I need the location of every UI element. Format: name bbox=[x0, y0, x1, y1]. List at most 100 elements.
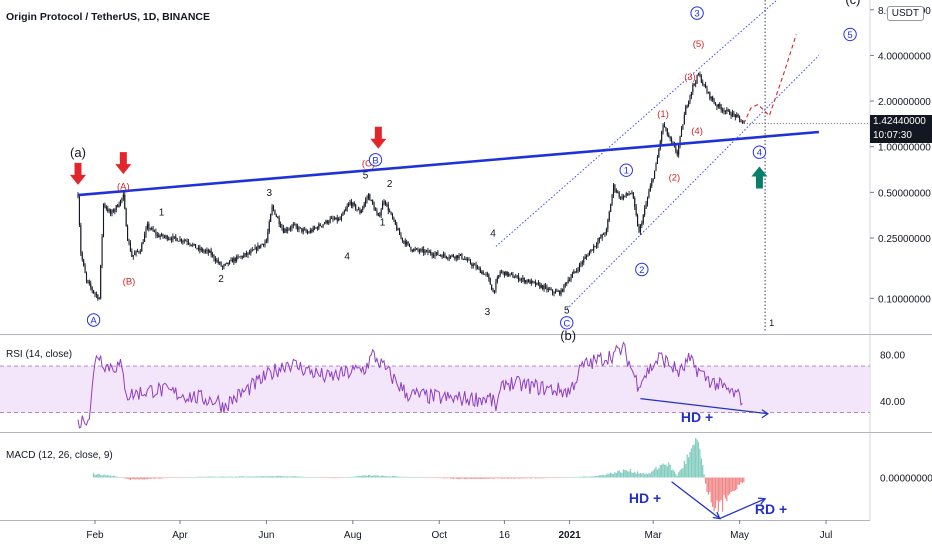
candle-body bbox=[611, 195, 613, 205]
candle-body bbox=[101, 236, 103, 265]
price-axis-tick-label: 1.00000000 bbox=[878, 143, 931, 154]
candle-body bbox=[166, 235, 168, 240]
candle-body bbox=[355, 204, 357, 210]
channel-upper-line[interactable] bbox=[495, 0, 796, 247]
candle-body bbox=[213, 254, 215, 259]
macd-histogram-bar bbox=[525, 477, 527, 479]
candle-body bbox=[593, 246, 595, 251]
macd-histogram-bar bbox=[389, 476, 391, 478]
macd-histogram-bar bbox=[135, 477, 137, 480]
candle-body bbox=[702, 82, 704, 85]
wave-label: 4 bbox=[757, 148, 762, 159]
rsi-divergence-line[interactable] bbox=[640, 398, 768, 415]
macd-divergence-line[interactable] bbox=[719, 498, 766, 520]
macd-histogram-bar bbox=[254, 476, 256, 478]
macd-histogram-bar bbox=[175, 477, 177, 478]
macd-histogram-bar bbox=[298, 476, 300, 478]
macd-histogram-bar bbox=[444, 477, 446, 479]
macd-histogram-bar bbox=[228, 476, 231, 478]
candle-body bbox=[423, 249, 425, 253]
macd-histogram-bar bbox=[533, 477, 535, 479]
macd-histogram-bar bbox=[250, 476, 252, 478]
candle-body bbox=[131, 251, 133, 257]
time-axis-tick-label: Mar bbox=[645, 530, 663, 541]
macd-histogram-bar bbox=[166, 477, 168, 479]
macd-histogram-bar bbox=[687, 457, 690, 478]
macd-histogram-bar bbox=[190, 477, 192, 478]
macd-histogram-bar bbox=[417, 477, 419, 478]
macd-histogram-bar bbox=[726, 477, 728, 502]
candle-body bbox=[603, 234, 605, 236]
macd-histogram-bar bbox=[362, 475, 364, 478]
macd-histogram-bar bbox=[710, 477, 712, 503]
macd-histogram-bar bbox=[323, 477, 326, 478]
candle-body bbox=[649, 185, 651, 192]
rsi-line bbox=[77, 341, 743, 429]
macd-histogram-bar bbox=[659, 465, 661, 478]
macd-histogram-bar bbox=[155, 477, 157, 479]
candle-body bbox=[238, 256, 241, 258]
macd-histogram-bar bbox=[277, 475, 279, 478]
macd-histogram-bar bbox=[442, 477, 445, 479]
macd-histogram-bar bbox=[662, 463, 664, 478]
macd-histogram-bar bbox=[305, 476, 307, 478]
candle-body bbox=[280, 224, 282, 227]
macd-histogram-bar bbox=[401, 476, 404, 478]
macd-histogram-bar bbox=[391, 476, 394, 478]
macd-histogram-bar bbox=[689, 451, 691, 478]
macd-histogram-bar bbox=[583, 476, 585, 478]
macd-histogram-bar bbox=[162, 477, 164, 479]
macd-histogram-bar bbox=[119, 477, 122, 478]
macd-histogram-bar bbox=[210, 476, 212, 478]
macd-histogram-bar bbox=[126, 477, 129, 479]
macd-histogram-bar bbox=[186, 477, 188, 478]
time-axis-tick-label: Feb bbox=[86, 530, 104, 541]
macd-histogram-bar bbox=[641, 473, 643, 478]
macd-histogram-bar bbox=[508, 477, 510, 479]
candle-body bbox=[591, 249, 593, 251]
candle-body bbox=[502, 271, 504, 273]
candle-body bbox=[94, 292, 96, 294]
trendline[interactable] bbox=[77, 130, 820, 197]
macd-histogram-bar bbox=[122, 477, 124, 478]
candle-body bbox=[77, 195, 79, 198]
candle-body bbox=[98, 298, 100, 300]
candle-body bbox=[665, 127, 667, 129]
currency-badge[interactable]: USDT bbox=[886, 6, 924, 21]
candle-body bbox=[329, 218, 331, 222]
macd-histogram-bar bbox=[515, 477, 517, 479]
wave-label-circle bbox=[619, 163, 633, 177]
candle-body bbox=[168, 238, 170, 240]
macd-histogram-bar bbox=[265, 476, 268, 478]
macd-histogram-bar bbox=[551, 477, 554, 478]
macd-histogram-bar bbox=[719, 477, 721, 502]
candle-body bbox=[637, 215, 639, 226]
channel-lower-line[interactable] bbox=[566, 55, 820, 310]
macd-histogram-bar bbox=[559, 477, 561, 478]
macd-histogram-bar bbox=[472, 477, 474, 479]
macd-divergence-line[interactable] bbox=[671, 481, 721, 520]
candle-body bbox=[118, 204, 120, 207]
candle-body bbox=[253, 249, 255, 251]
candle-body bbox=[519, 279, 521, 281]
macd-histogram-bar bbox=[328, 477, 330, 478]
candle-body bbox=[679, 136, 681, 146]
candle-body bbox=[506, 271, 508, 276]
macd-histogram-bar bbox=[502, 477, 504, 479]
candle-body bbox=[498, 275, 500, 278]
macd-histogram-bar bbox=[459, 477, 462, 479]
macd-histogram-bar bbox=[656, 469, 659, 478]
macd-axis-tick-label: 0.00000000 bbox=[880, 474, 932, 485]
macd-histogram-bar bbox=[727, 477, 729, 496]
candle-body bbox=[546, 286, 548, 291]
candle-body bbox=[714, 103, 717, 106]
rsi-axis-tick-label: 80.00 bbox=[880, 350, 905, 361]
macd-histogram-bar bbox=[312, 477, 314, 478]
projection-path[interactable] bbox=[743, 34, 797, 124]
macd-histogram-bar bbox=[299, 476, 302, 478]
macd-histogram-bar bbox=[421, 477, 423, 478]
candle-body bbox=[187, 241, 190, 244]
candle-body bbox=[275, 214, 277, 217]
macd-histogram-bar bbox=[614, 472, 616, 478]
